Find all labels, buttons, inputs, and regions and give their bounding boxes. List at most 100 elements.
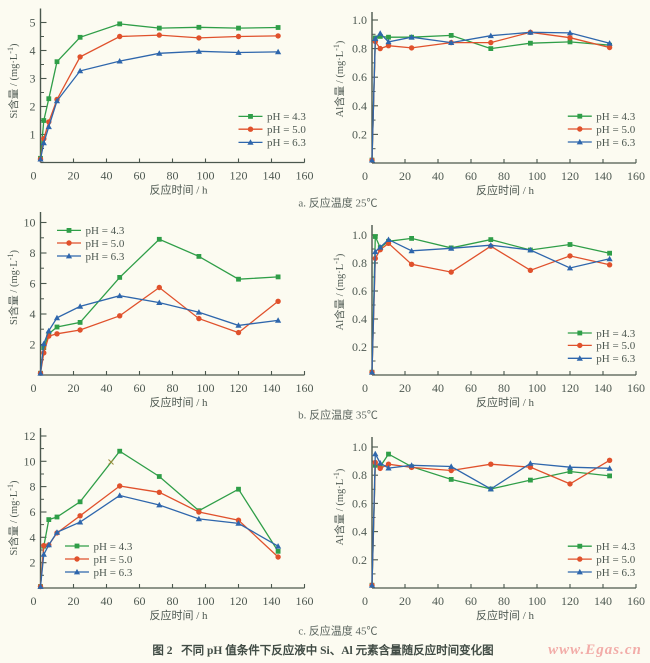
svg-text:100: 100: [197, 169, 215, 183]
svg-text:pH = 4.3: pH = 4.3: [86, 225, 125, 237]
svg-text:40: 40: [101, 381, 113, 395]
svg-text:0.2: 0.2: [352, 553, 367, 567]
svg-text:40: 40: [101, 594, 113, 608]
svg-text:12: 12: [24, 429, 36, 443]
svg-text:140: 140: [263, 381, 281, 395]
svg-text:160: 160: [627, 381, 645, 395]
svg-text:80: 80: [498, 594, 510, 608]
svg-text:0: 0: [31, 594, 37, 608]
svg-text:0: 0: [362, 381, 368, 395]
svg-text:图 2 不同 pH 值条件下反应液中 Si、Al 元素含: 图 2 不同 pH 值条件下反应液中 Si、Al 元素含量随反应时间变化图: [152, 643, 493, 657]
svg-text:0: 0: [362, 169, 368, 183]
svg-text:pH = 4.3: pH = 4.3: [94, 541, 133, 553]
svg-text:pH = 6.3: pH = 6.3: [94, 567, 133, 579]
svg-text:80: 80: [498, 381, 510, 395]
svg-text:pH = 4.3: pH = 4.3: [596, 111, 635, 123]
svg-text:Al含量 / (mg·L-1): Al含量 / (mg·L-1): [332, 468, 346, 545]
svg-text:2: 2: [30, 338, 36, 352]
svg-text:0.2: 0.2: [352, 340, 367, 354]
svg-text:20: 20: [399, 594, 411, 608]
svg-text:100: 100: [528, 169, 546, 183]
svg-text:反应时间 / h: 反应时间 / h: [149, 395, 208, 409]
svg-text:pH = 5.0: pH = 5.0: [94, 554, 133, 566]
svg-text:80: 80: [167, 169, 179, 183]
svg-text:1: 1: [30, 128, 36, 142]
svg-text:100: 100: [197, 594, 215, 608]
svg-text:140: 140: [594, 381, 612, 395]
svg-text:120: 120: [561, 169, 579, 183]
svg-text:反应时间 / h: 反应时间 / h: [476, 608, 535, 622]
svg-text:0.8: 0.8: [352, 42, 367, 56]
svg-text:pH = 5.0: pH = 5.0: [596, 124, 635, 136]
svg-text:pH = 6.3: pH = 6.3: [596, 137, 635, 149]
svg-text:pH = 4.3: pH = 4.3: [267, 111, 306, 123]
svg-text:140: 140: [594, 169, 612, 183]
svg-text:60: 60: [465, 169, 477, 183]
svg-text:pH = 4.3: pH = 4.3: [596, 541, 635, 553]
svg-text:140: 140: [263, 594, 281, 608]
svg-text:b. 反应温度 35℃: b. 反应温度 35℃: [298, 407, 378, 421]
svg-text:反应时间 / h: 反应时间 / h: [149, 183, 208, 197]
svg-text:Si含量 / (mg·L-1): Si含量 / (mg·L-1): [6, 480, 20, 555]
svg-text:0: 0: [31, 169, 37, 183]
svg-text:120: 120: [230, 381, 248, 395]
svg-text:100: 100: [197, 381, 215, 395]
svg-text:20: 20: [399, 169, 411, 183]
svg-text:20: 20: [68, 169, 80, 183]
svg-text:反应时间 / h: 反应时间 / h: [476, 395, 535, 409]
svg-text:5: 5: [30, 16, 36, 30]
svg-text:60: 60: [134, 381, 146, 395]
svg-text:0.8: 0.8: [352, 468, 367, 482]
svg-text:40: 40: [432, 169, 444, 183]
svg-text:pH = 4.3: pH = 4.3: [596, 328, 635, 340]
svg-text:140: 140: [263, 169, 281, 183]
svg-text:Si含量 / (mg·L-1): Si含量 / (mg·L-1): [6, 250, 20, 325]
svg-text:60: 60: [465, 381, 477, 395]
svg-text:160: 160: [627, 594, 645, 608]
svg-text:60: 60: [134, 169, 146, 183]
svg-text:0.4: 0.4: [352, 99, 367, 113]
svg-text:8: 8: [30, 480, 36, 494]
svg-text:0.2: 0.2: [352, 127, 367, 141]
svg-text:Al含量 / (mg·L-1): Al含量 / (mg·L-1): [332, 40, 346, 117]
svg-text:8: 8: [30, 246, 36, 260]
svg-text:120: 120: [230, 594, 248, 608]
svg-text:pH = 6.3: pH = 6.3: [267, 137, 306, 149]
svg-text:40: 40: [432, 594, 444, 608]
svg-text:80: 80: [167, 594, 179, 608]
svg-text:pH = 6.3: pH = 6.3: [86, 251, 125, 263]
svg-text:2: 2: [30, 556, 36, 570]
svg-text:Si含量 / (mg·L-1): Si含量 / (mg·L-1): [6, 43, 20, 118]
svg-text:1.0: 1.0: [352, 440, 367, 454]
svg-text:pH = 5.0: pH = 5.0: [596, 554, 635, 566]
svg-text:80: 80: [498, 169, 510, 183]
svg-text:120: 120: [561, 594, 579, 608]
svg-text:0.6: 0.6: [352, 284, 367, 298]
svg-text:20: 20: [68, 594, 80, 608]
svg-text:80: 80: [167, 381, 179, 395]
svg-text:4: 4: [30, 44, 36, 58]
svg-text:20: 20: [68, 381, 80, 395]
svg-text:4: 4: [30, 307, 36, 321]
svg-text:140: 140: [594, 594, 612, 608]
svg-text:pH = 6.3: pH = 6.3: [596, 353, 635, 365]
svg-text:10: 10: [24, 454, 36, 468]
svg-text:0.4: 0.4: [352, 312, 367, 326]
svg-text:0.8: 0.8: [352, 256, 367, 270]
svg-text:60: 60: [134, 594, 146, 608]
svg-text:40: 40: [101, 169, 113, 183]
svg-text:Al含量 / (mg·L-1): Al含量 / (mg·L-1): [332, 253, 346, 330]
svg-text:0.6: 0.6: [352, 496, 367, 510]
svg-text:0.6: 0.6: [352, 70, 367, 84]
svg-text:100: 100: [528, 594, 546, 608]
svg-text:100: 100: [528, 381, 546, 395]
svg-text:www.Egas.cn: www.Egas.cn: [548, 642, 642, 658]
svg-text:0.4: 0.4: [352, 525, 367, 539]
svg-text:2: 2: [30, 100, 36, 114]
svg-text:反应时间 / h: 反应时间 / h: [149, 608, 208, 622]
svg-text:160: 160: [296, 594, 314, 608]
svg-text:pH = 5.0: pH = 5.0: [267, 124, 306, 136]
svg-text:4: 4: [30, 530, 36, 544]
svg-text:c. 反应温度 45℃: c. 反应温度 45℃: [298, 624, 377, 638]
svg-text:pH = 5.0: pH = 5.0: [86, 238, 125, 250]
